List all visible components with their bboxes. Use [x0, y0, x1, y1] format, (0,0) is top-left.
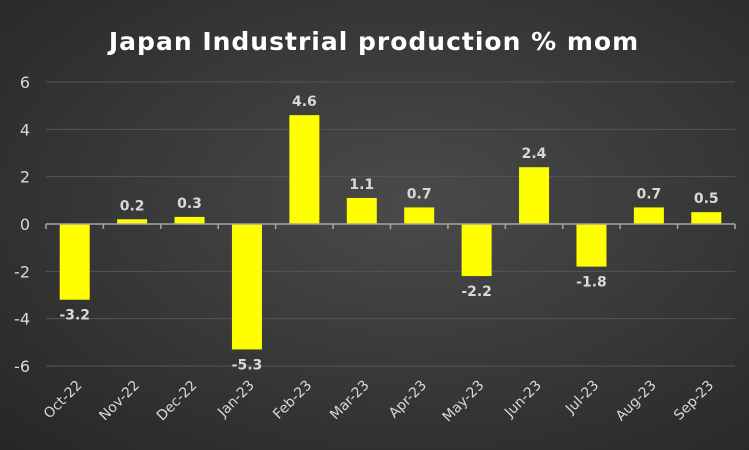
bar	[117, 219, 148, 224]
x-tick-label: Aug-23	[613, 378, 660, 425]
x-tick-label: Dec-22	[154, 378, 201, 425]
data-label: 0.7	[636, 186, 661, 202]
bar	[346, 197, 377, 224]
bar	[691, 212, 722, 224]
data-label: -3.2	[59, 308, 90, 324]
data-label: 4.6	[292, 94, 317, 110]
x-tick-label: May-23	[440, 378, 488, 426]
y-axis: -6 -4 -2 0 2 4 6	[14, 73, 30, 376]
x-tick-label: Mar-23	[327, 378, 373, 424]
x-tick-label: Oct-22	[41, 378, 86, 423]
y-tick-label: 4	[20, 120, 30, 139]
x-axis	[45, 223, 736, 229]
data-label: 0.3	[177, 196, 202, 212]
data-label: -1.8	[576, 275, 607, 291]
y-tick-label: 6	[20, 73, 30, 92]
x-tick-label: Jan-23	[214, 378, 257, 421]
x-tick-label: Feb-23	[270, 378, 315, 423]
chart-title: Japan Industrial production % mom	[107, 27, 639, 56]
bar	[576, 224, 607, 267]
bar	[461, 224, 492, 277]
x-tick-label: Jun-23	[501, 378, 545, 422]
y-tick-label: -4	[14, 310, 30, 329]
bar	[633, 207, 664, 224]
bar	[174, 216, 205, 224]
bar	[231, 224, 262, 350]
y-tick-label: -6	[14, 357, 30, 376]
bar	[519, 167, 550, 224]
data-labels: -3.2 0.2 0.3 -5.3 4.6 1.1 0.7 -2.2 2.4 -1.8 0.7 0.5	[59, 94, 718, 373]
data-label: 1.1	[349, 177, 374, 193]
x-tick-label: Sep-23	[671, 378, 717, 424]
y-tick-label: -2	[14, 262, 30, 281]
x-tick-labels: Oct-22 Nov-22 Dec-22 Jan-23 Feb-23 Mar-23 Apr-…	[41, 378, 717, 426]
data-label: 0.7	[407, 186, 432, 202]
bar	[59, 224, 90, 300]
data-label: 0.2	[120, 198, 145, 214]
data-label: -2.2	[461, 284, 492, 300]
x-tick-label: Apr-23	[386, 378, 430, 422]
bar	[404, 207, 435, 224]
bars	[59, 115, 722, 350]
bar	[289, 115, 320, 224]
gridlines	[46, 81, 735, 367]
y-tick-label: 2	[20, 168, 30, 187]
x-tick-label: Nov-22	[96, 378, 143, 425]
x-tick-label: Jul-23	[562, 378, 602, 418]
data-label: 2.4	[522, 146, 547, 162]
data-label: 0.5	[694, 191, 719, 207]
data-label: -5.3	[232, 357, 263, 373]
y-tick-label: 0	[20, 215, 30, 234]
